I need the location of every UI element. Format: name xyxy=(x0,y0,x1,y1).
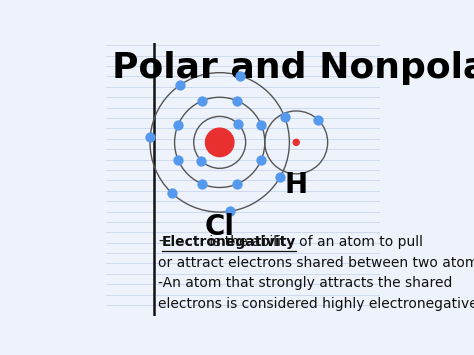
Point xyxy=(237,73,244,78)
Text: or attract electrons shared between two atoms: or attract electrons shared between two … xyxy=(158,256,474,270)
Text: Polar and Nonpolar: Polar and Nonpolar xyxy=(112,51,474,85)
Point xyxy=(233,181,241,187)
Point xyxy=(281,114,288,120)
Point xyxy=(146,134,154,140)
Text: is the ability of an atom to pull: is the ability of an atom to pull xyxy=(205,235,423,249)
Point xyxy=(199,181,206,187)
Point xyxy=(257,122,265,128)
Point xyxy=(257,157,265,163)
Point xyxy=(276,174,284,180)
Point xyxy=(226,208,234,214)
Point xyxy=(199,98,206,104)
Point xyxy=(315,117,322,123)
Point xyxy=(198,158,205,164)
Point xyxy=(234,121,242,127)
Text: -: - xyxy=(158,235,163,249)
Circle shape xyxy=(293,140,299,146)
Circle shape xyxy=(205,128,234,157)
Text: -An atom that strongly attracts the shared: -An atom that strongly attracts the shar… xyxy=(158,276,453,290)
Point xyxy=(174,122,182,128)
Text: Electronegativity: Electronegativity xyxy=(162,235,296,249)
Text: H: H xyxy=(285,171,308,199)
Point xyxy=(174,157,182,163)
Point xyxy=(168,191,176,196)
Text: electrons is considered highly electronegative.: electrons is considered highly electrone… xyxy=(158,297,474,311)
Point xyxy=(233,98,241,104)
Point xyxy=(177,82,184,88)
Text: Cl: Cl xyxy=(205,213,235,241)
